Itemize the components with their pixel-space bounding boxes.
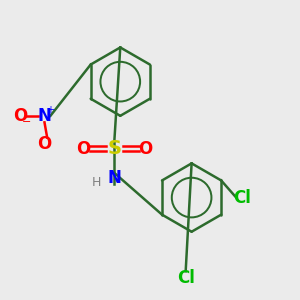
Text: O: O — [138, 140, 153, 158]
Text: O: O — [76, 140, 90, 158]
Text: O: O — [38, 135, 52, 153]
Text: H: H — [92, 176, 101, 189]
Text: N: N — [107, 169, 121, 187]
Text: Cl: Cl — [177, 269, 195, 287]
Text: O: O — [13, 107, 27, 125]
Text: +: + — [46, 106, 54, 116]
Text: Cl: Cl — [233, 189, 251, 207]
Text: −: − — [22, 117, 31, 127]
Text: N: N — [38, 107, 51, 125]
Text: S: S — [107, 139, 121, 158]
